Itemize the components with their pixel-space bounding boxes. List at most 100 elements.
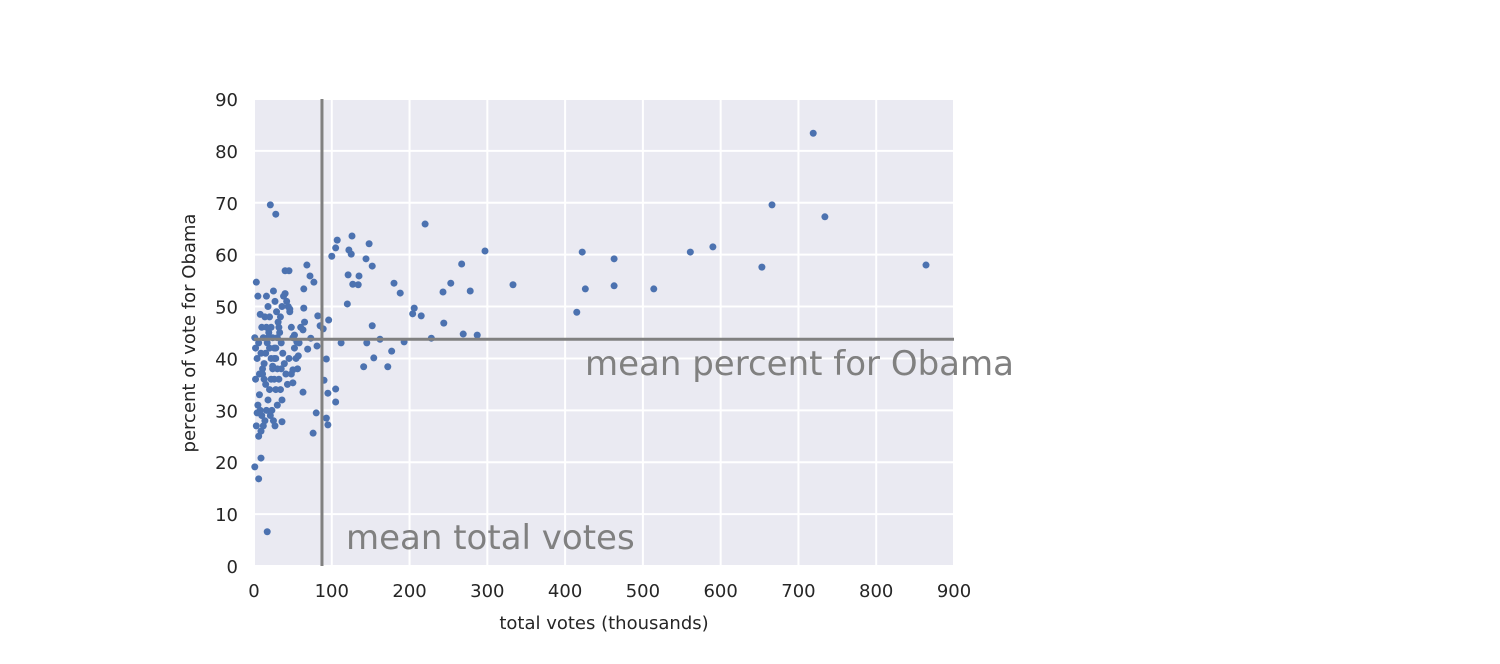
y-tick-label: 50 [215, 298, 238, 319]
point [324, 421, 332, 429]
point [251, 463, 259, 471]
point [273, 308, 281, 316]
point [292, 354, 300, 362]
point [409, 310, 417, 318]
point [343, 300, 351, 308]
point [266, 412, 274, 420]
y-tick-label: 70 [215, 194, 238, 215]
point [252, 278, 260, 286]
point [269, 362, 277, 370]
point [272, 386, 280, 394]
point [610, 255, 618, 263]
point [309, 429, 317, 437]
point [252, 422, 260, 430]
point [273, 401, 281, 409]
point [345, 246, 353, 254]
point [255, 370, 263, 378]
x-tick-label: 800 [859, 581, 893, 602]
point [332, 398, 340, 406]
point [282, 370, 290, 378]
point [466, 287, 474, 295]
point [274, 318, 282, 326]
point [390, 279, 398, 287]
point [264, 303, 272, 311]
point [333, 236, 341, 244]
point [363, 339, 371, 347]
point [262, 380, 270, 388]
point [283, 380, 291, 388]
point [417, 312, 425, 320]
y-tick-label: 30 [215, 401, 238, 422]
point [362, 255, 370, 263]
point [263, 528, 271, 536]
point [421, 220, 429, 228]
point [271, 422, 279, 430]
point [277, 365, 285, 373]
point [281, 290, 289, 298]
point [266, 386, 274, 394]
point [809, 129, 817, 137]
point [313, 342, 321, 350]
point [314, 312, 322, 320]
point [300, 285, 308, 293]
point [301, 318, 309, 326]
point [278, 303, 286, 311]
x-tick-label: 900 [937, 581, 971, 602]
point [388, 347, 396, 355]
point [257, 454, 265, 462]
point [368, 322, 376, 330]
point [262, 349, 270, 357]
point [481, 247, 489, 255]
point [686, 248, 694, 256]
point [280, 360, 288, 368]
point [255, 475, 263, 483]
point [272, 210, 280, 218]
point [578, 248, 586, 256]
point [269, 287, 277, 295]
point [573, 308, 581, 316]
x-tick-label: 300 [470, 581, 504, 602]
point [278, 418, 286, 426]
point [332, 244, 340, 252]
point [303, 261, 311, 269]
point [312, 409, 320, 417]
point [279, 349, 287, 357]
point [299, 388, 307, 396]
point [324, 389, 332, 397]
point [300, 304, 308, 312]
x-tick-label: 500 [626, 581, 660, 602]
point [252, 344, 260, 352]
point [253, 409, 261, 417]
y-tick-label: 80 [215, 142, 238, 163]
point [337, 339, 345, 347]
point [277, 339, 285, 347]
x-tick-label: 200 [392, 581, 426, 602]
point [295, 339, 303, 347]
point [410, 304, 418, 312]
point [255, 339, 263, 347]
point [439, 288, 447, 296]
point [297, 323, 305, 331]
point [322, 355, 330, 363]
point [349, 280, 357, 288]
point [365, 240, 373, 248]
x-tick-label: 700 [781, 581, 815, 602]
point [459, 330, 467, 338]
x-tick-label: 100 [315, 581, 349, 602]
point [332, 385, 340, 393]
point [285, 354, 293, 362]
point [325, 316, 333, 324]
x-tick-label: 0 [248, 581, 259, 602]
y-tick-label: 0 [227, 557, 238, 578]
point [253, 354, 261, 362]
point [254, 292, 262, 300]
point [821, 213, 829, 221]
annotation: mean percent for Obama [585, 344, 1014, 384]
point [257, 427, 265, 435]
point [266, 344, 274, 352]
x-axis-label: total votes (thousands) [499, 613, 708, 634]
point [270, 375, 278, 383]
point [440, 319, 448, 327]
point [581, 285, 589, 293]
